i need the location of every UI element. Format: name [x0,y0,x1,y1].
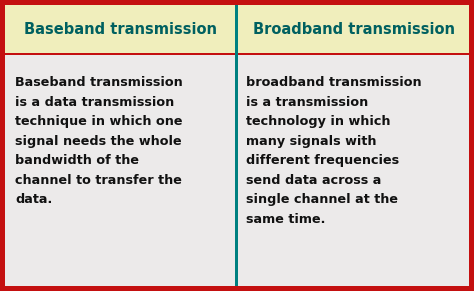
Text: Broadband transmission: Broadband transmission [253,22,455,36]
Text: Baseband transmission
is a data transmission
technique in which one
signal needs: Baseband transmission is a data transmis… [15,76,183,206]
Bar [235,5,238,286]
Bar [5,5,235,53]
Text: Baseband transmission: Baseband transmission [24,22,217,36]
Bar [5,53,469,55]
Bar [5,53,235,286]
Text: broadband transmission
is a transmission
technology in which
many signals with
d: broadband transmission is a transmission… [246,76,422,226]
Bar [238,5,469,53]
Bar [238,53,469,286]
